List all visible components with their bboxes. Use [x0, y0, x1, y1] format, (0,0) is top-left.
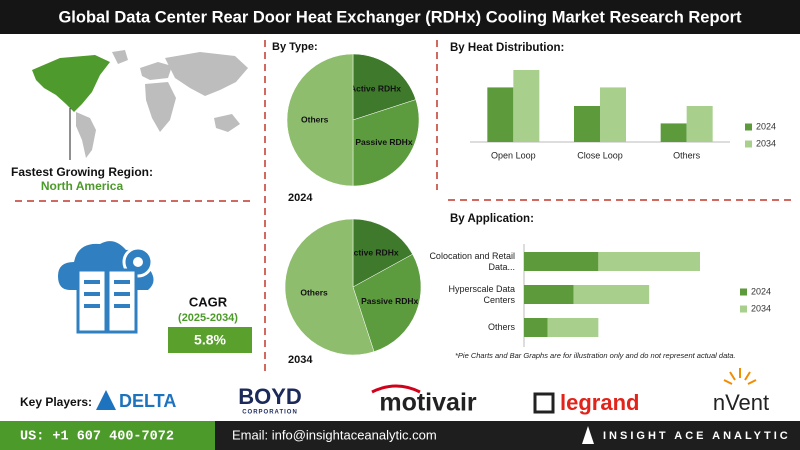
footer-phone-bg	[0, 421, 215, 450]
section-title: By Heat Distribution:	[450, 42, 564, 54]
slice-label: Others	[300, 287, 328, 297]
slice-label: Passive RDHx	[361, 296, 418, 306]
legend-label: 2024	[751, 286, 771, 296]
region-label: Fastest Growing Region:	[11, 165, 153, 179]
region-value: North America	[41, 179, 124, 193]
bar-segment	[524, 252, 599, 271]
slice-label: Passive RDHx	[355, 137, 412, 147]
pie-slice	[352, 99, 420, 187]
section-title: By Type:	[272, 41, 318, 53]
logo: motivair	[379, 389, 477, 417]
bar	[487, 87, 514, 142]
pie-slice	[352, 253, 422, 352]
header-bar	[0, 0, 800, 34]
pie-slice	[352, 53, 417, 121]
section-title: By Application:	[450, 213, 534, 225]
bar-segment	[598, 252, 700, 271]
phone: US: +1 607 400-7072	[20, 430, 174, 445]
brand-icon	[582, 426, 594, 444]
y-tick-label: Colocation and Retail Data...	[429, 250, 515, 272]
legend-swatch	[740, 305, 747, 313]
cagr-value: 5.8%	[194, 332, 226, 348]
cagr-label: CAGR	[189, 294, 228, 309]
bar	[600, 87, 626, 142]
x-tick-label: Open Loop	[491, 150, 536, 160]
brand: INSIGHT ACE ANALYTIC	[603, 430, 791, 442]
footer-bg	[215, 421, 800, 450]
cagr-box	[168, 327, 252, 353]
logo-mark	[371, 384, 421, 394]
logo-mark	[723, 368, 757, 385]
logo-mark	[533, 392, 555, 414]
title: Global Data Center Rear Door Heat Exchan…	[58, 8, 742, 26]
legend-label: 2024	[756, 121, 776, 131]
pie-slice	[352, 218, 413, 288]
cloud-icon	[58, 241, 154, 334]
pie-slice	[286, 53, 354, 187]
legend-swatch	[745, 140, 752, 148]
bar-segment	[547, 318, 599, 337]
email: Email: info@insightaceanalytic.com	[232, 427, 437, 442]
logo: CORPORATION	[242, 410, 298, 416]
bar	[686, 106, 713, 142]
pie-slice	[284, 218, 375, 356]
legend-swatch	[745, 123, 752, 131]
bar	[513, 70, 540, 142]
world-map	[32, 50, 248, 158]
legend-swatch	[740, 288, 747, 296]
x-tick-label: Close Loop	[577, 150, 623, 160]
legend-label: 2034	[751, 303, 771, 313]
logo: DELTA	[119, 391, 176, 411]
slice-label: Active RDHx	[350, 83, 401, 93]
bar-segment	[573, 285, 650, 304]
cagr-period: (2025-2034)	[178, 312, 238, 324]
slice-label: Active RDHx	[348, 247, 399, 257]
note: *Pie Charts and Bar Graphs are for illus…	[455, 351, 736, 360]
legend-label: 2034	[756, 138, 776, 148]
bar-segment	[524, 285, 574, 304]
logo: BOYD	[238, 384, 302, 409]
pie-year: 2034	[288, 354, 313, 366]
pie-year: 2024	[288, 192, 313, 204]
slice-label: Others	[301, 114, 329, 124]
bar	[574, 106, 600, 142]
logo: nVent	[713, 390, 769, 415]
logo: legrand	[560, 390, 639, 415]
bar	[660, 123, 687, 142]
players-label: Key Players:	[20, 395, 92, 409]
y-tick-label: Others	[487, 322, 515, 332]
x-tick-label: Others	[673, 150, 701, 160]
bar-segment	[524, 318, 548, 337]
logo-mark	[96, 390, 116, 410]
y-tick-label: Hyperscale Data Centers	[448, 283, 515, 305]
